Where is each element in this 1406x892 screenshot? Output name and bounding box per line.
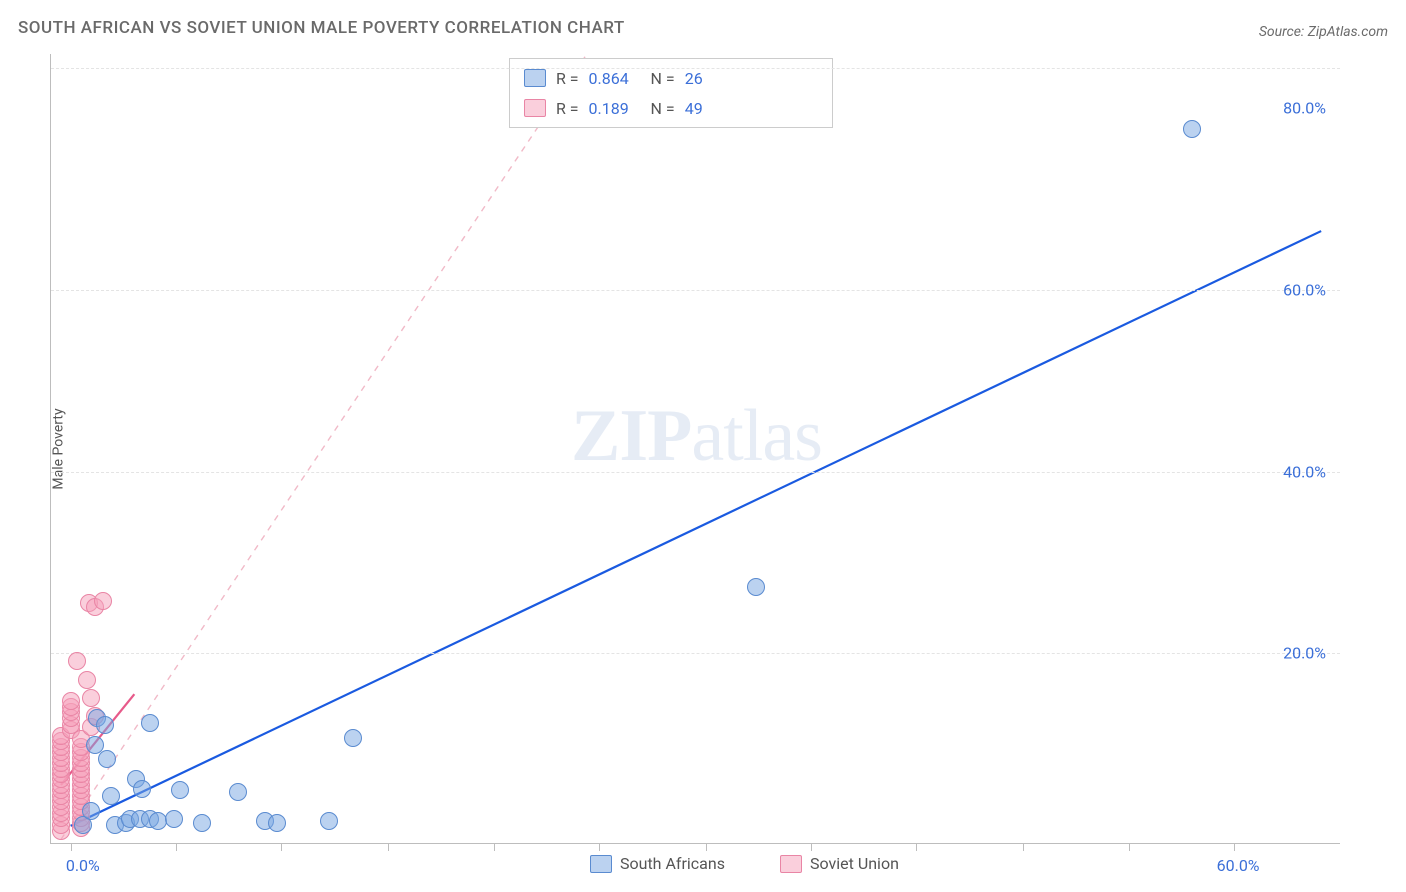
plot-area: ZIPatlas R = 0.864 N = 26 R = 0.189 N = 49 20.0… [50, 54, 1340, 844]
scatter-point-a [98, 750, 116, 768]
scatter-point-a [165, 810, 183, 828]
grid-line [51, 68, 1340, 69]
legend-swatch [780, 855, 802, 873]
x-tick [916, 843, 917, 851]
x-tick [281, 843, 282, 851]
grid-line [51, 290, 1340, 291]
scatter-point-b [62, 692, 80, 710]
x-tick [811, 843, 812, 851]
y-tick-label: 20.0% [1283, 644, 1326, 663]
legend-n-label: N = [651, 69, 675, 88]
scatter-point-a [141, 714, 159, 732]
x-tick [599, 843, 600, 851]
scatter-point-a [320, 812, 338, 830]
x-tick [1234, 843, 1235, 851]
source-label: Source: ZipAtlas.com [1259, 24, 1388, 40]
x-tick [71, 843, 72, 851]
x-tick [388, 843, 389, 851]
scatter-point-a [1183, 120, 1201, 138]
scatter-point-a [133, 780, 151, 798]
x-tick [176, 843, 177, 851]
scatter-point-a [747, 578, 765, 596]
watermark-thin: atlas [691, 395, 822, 477]
legend-n-label: N = [651, 99, 675, 118]
legend-r-value: 0.864 [589, 69, 641, 88]
legend-n-value: 49 [685, 99, 703, 118]
legend-n-value: 26 [685, 69, 703, 88]
scatter-point-a [171, 781, 189, 799]
legend-swatch [590, 855, 612, 873]
scatter-point-b [82, 689, 100, 707]
x-tick-label: 60.0% [1217, 856, 1260, 875]
grid-line [51, 472, 1340, 473]
legend-r-label: R = [556, 99, 579, 118]
x-tick [706, 843, 707, 851]
scatter-point-a [193, 814, 211, 832]
grid-line [51, 653, 1340, 654]
scatter-point-a [268, 814, 286, 832]
x-tick-label: 0.0% [66, 856, 100, 875]
watermark-bold: ZIP [571, 395, 691, 477]
legend-swatch [524, 69, 546, 87]
legend-r-label: R = [556, 69, 579, 88]
chart-title: SOUTH AFRICAN VS SOVIET UNION MALE POVER… [18, 18, 625, 38]
y-tick-label: 80.0% [1283, 99, 1326, 118]
scatter-point-a [229, 783, 247, 801]
y-tick-label: 40.0% [1283, 462, 1326, 481]
series-legend-item: Soviet Union [780, 854, 899, 873]
scatter-point-a [344, 729, 362, 747]
scatter-point-b [78, 671, 96, 689]
legend-swatch [524, 99, 546, 117]
series-legend-item: South Africans [590, 854, 725, 873]
scatter-point-b [68, 652, 86, 670]
x-tick [1129, 843, 1130, 851]
trend-lines [51, 54, 1340, 843]
x-tick [1023, 843, 1024, 851]
scatter-point-a [102, 787, 120, 805]
legend-r-value: 0.189 [589, 99, 641, 118]
legend-label: Soviet Union [810, 854, 899, 873]
scatter-point-b [94, 592, 112, 610]
x-tick [494, 843, 495, 851]
legend-row: R = 0.189 N = 49 [510, 93, 832, 123]
scatter-point-a [96, 716, 114, 734]
y-tick-label: 60.0% [1283, 281, 1326, 300]
scatter-point-a [82, 802, 100, 820]
watermark: ZIPatlas [571, 394, 822, 479]
legend-label: South Africans [620, 854, 725, 873]
